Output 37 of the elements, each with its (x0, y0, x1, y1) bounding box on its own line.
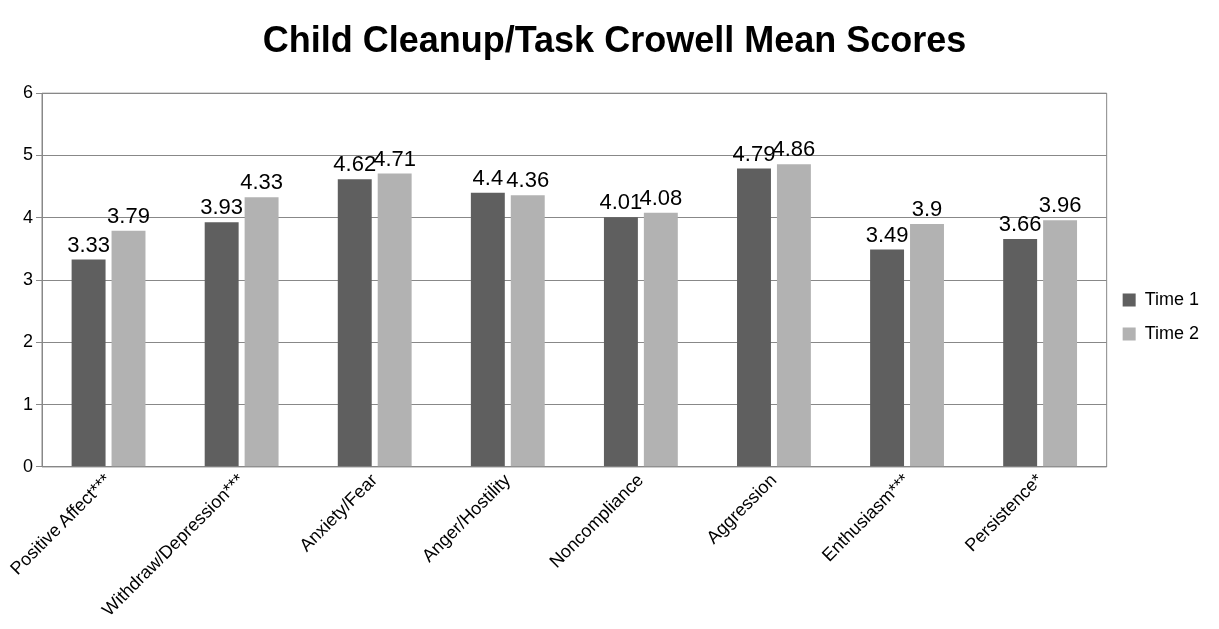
bar (470, 192, 505, 467)
bar (870, 249, 905, 467)
bar (1043, 220, 1078, 467)
data-label: 4.36 (506, 167, 550, 193)
bar (1003, 238, 1038, 467)
bar (204, 222, 239, 467)
bar (71, 259, 106, 467)
y-tick-label: 2 (23, 331, 34, 352)
data-label: 3.33 (67, 231, 110, 257)
legend-label: Time 2 (1144, 322, 1199, 343)
data-label: 4.4 (472, 164, 504, 190)
legend-label: Time 1 (1144, 288, 1199, 309)
data-label: 4.01 (599, 189, 643, 215)
bar (337, 179, 372, 467)
y-tick-label: 6 (23, 82, 34, 103)
bar (244, 197, 279, 467)
bar (776, 164, 811, 467)
y-tick-label: 1 (23, 393, 34, 414)
data-label: 3.66 (998, 211, 1042, 237)
data-label: 3.93 (200, 194, 244, 220)
y-tick-label: 4 (23, 206, 34, 227)
bar (910, 224, 944, 467)
bar (737, 168, 771, 467)
bar (643, 212, 678, 467)
data-label: 3.49 (865, 221, 909, 247)
bar (111, 230, 146, 467)
bar (603, 217, 638, 467)
data-label: 3.79 (107, 202, 150, 228)
y-tick-label: 3 (23, 269, 34, 290)
bar (510, 195, 545, 467)
data-label: 4.33 (240, 169, 284, 195)
data-label: 3.9 (911, 196, 943, 222)
bar (377, 173, 412, 467)
chart-title: Child Cleanup/Task Crowell Mean Scores (262, 18, 967, 60)
data-label: 4.79 (732, 140, 776, 166)
y-tick-label: 5 (23, 144, 34, 165)
y-tick-label: 0 (23, 455, 34, 476)
